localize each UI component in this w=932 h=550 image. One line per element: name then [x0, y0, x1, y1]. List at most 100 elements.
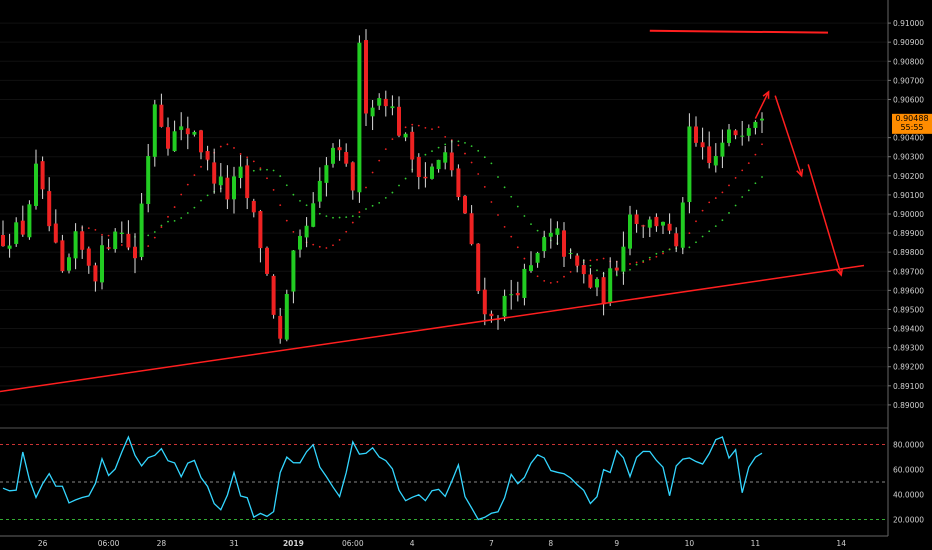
- price-tick-label: 0.89500: [893, 305, 924, 314]
- candle-body: [568, 253, 573, 255]
- slow-ma-point: [411, 123, 414, 126]
- candle-body: [641, 225, 646, 227]
- slow-ma-point: [186, 183, 189, 186]
- rsi-tick-label: 20.0000: [893, 516, 924, 525]
- slow-ma-point: [259, 167, 262, 170]
- support-trendline[interactable]: [0, 264, 865, 393]
- candle-body: [80, 231, 85, 250]
- slow-ma-point: [470, 161, 473, 164]
- candle-body: [245, 165, 250, 199]
- projection-arrow[interactable]: [754, 91, 770, 119]
- candlesticks: [1, 29, 764, 344]
- candle-body: [416, 156, 421, 178]
- slow-ma-point: [391, 138, 394, 141]
- slow-ma-point: [424, 126, 427, 129]
- slow-ma-point: [596, 258, 598, 261]
- current-price-box: [892, 113, 932, 134]
- fast-ma-point: [305, 204, 308, 207]
- fast-ma-point: [391, 191, 394, 194]
- price-tick-label: 0.89200: [893, 363, 924, 372]
- slow-ma-point: [648, 258, 651, 261]
- time-axis[interactable]: 26 06:00 28 31 2019 06:00 4 7 8 9 10 11 14: [38, 539, 846, 548]
- candle-body: [271, 275, 276, 315]
- candle-body: [192, 131, 197, 135]
- candle-body: [331, 147, 335, 164]
- slow-ma-point: [219, 145, 222, 148]
- slow-ma-point: [233, 147, 235, 149]
- slow-ma-point: [754, 153, 757, 156]
- slow-ma-point: [483, 186, 486, 188]
- fast-ma-point: [332, 216, 334, 219]
- fast-ma-point: [516, 205, 519, 208]
- slow-ma-point: [556, 281, 559, 283]
- fast-ma-point: [536, 229, 539, 232]
- slow-ma-point: [358, 211, 361, 214]
- price-tick-label: 0.90300: [893, 153, 924, 162]
- fast-ma-point: [345, 216, 348, 219]
- candle-body: [357, 42, 362, 193]
- time-tick-label: 10: [685, 539, 695, 548]
- candle-body: [463, 195, 467, 214]
- slow-ma-point: [246, 156, 249, 159]
- slow-ma-point: [510, 235, 513, 238]
- fast-ma-point: [147, 234, 150, 237]
- candle-body: [1, 234, 5, 247]
- fast-ma-point: [457, 140, 460, 143]
- projection-arrow[interactable]: [807, 164, 842, 276]
- slow-ma-point: [523, 257, 526, 260]
- slow-ma-point: [457, 144, 460, 147]
- slow-ma-point: [549, 281, 552, 284]
- candle-body: [344, 152, 349, 164]
- fast-ma-point: [490, 162, 493, 165]
- fast-ma-point: [444, 143, 447, 146]
- candle-body: [410, 131, 415, 160]
- slow-ma-point: [714, 197, 717, 199]
- fast-ma-point: [180, 217, 183, 219]
- candle-body: [667, 223, 672, 231]
- price-tick-label: 0.90900: [893, 38, 924, 47]
- slow-ma-point: [371, 171, 374, 174]
- slow-ma-point: [338, 239, 341, 241]
- slow-ma-point: [147, 245, 150, 247]
- slow-ma-point: [721, 191, 724, 194]
- rsi-axis[interactable]: 80.0000 60.0000 40.0000 20.0000: [893, 441, 924, 525]
- rsi-panel: [0, 435, 888, 521]
- candle-body: [146, 156, 151, 205]
- candle-body: [14, 222, 19, 244]
- candle-body: [548, 232, 553, 237]
- fast-ma-point: [589, 264, 592, 267]
- fast-ma-point: [365, 208, 367, 210]
- candle-body: [199, 130, 203, 153]
- candle-body: [588, 274, 593, 288]
- candle-body: [733, 130, 738, 136]
- candle-body: [456, 168, 461, 198]
- candle-body: [86, 248, 91, 266]
- candle-body: [535, 252, 540, 263]
- fast-ma-point: [431, 150, 433, 153]
- fast-ma-point: [193, 206, 196, 209]
- price-tick-label: 0.90200: [893, 172, 924, 181]
- fast-ma-point: [728, 212, 730, 214]
- fast-ma-point: [648, 256, 651, 259]
- time-tick-label: 11: [751, 539, 761, 548]
- fast-ma-point: [642, 260, 645, 262]
- slow-ma-point: [167, 215, 169, 218]
- candle-body: [73, 231, 78, 259]
- candle-body: [687, 126, 692, 203]
- price-tick-label: 0.90800: [893, 57, 924, 66]
- time-tick-label: 06:00: [342, 539, 364, 548]
- slow-ma-point: [464, 152, 466, 155]
- fast-ma-point: [371, 204, 374, 207]
- projection-arrow[interactable]: [774, 95, 803, 177]
- slow-ma-point: [543, 279, 546, 282]
- candle-body: [47, 191, 52, 227]
- slow-ma-point: [252, 160, 255, 163]
- fast-ma-point: [351, 215, 354, 218]
- fast-ma-point: [292, 193, 295, 196]
- price-axis[interactable]: 0.91000 0.90900 0.90800 0.90700 0.90600 0.904…: [888, 19, 924, 410]
- fast-ma-point: [266, 168, 268, 171]
- candle-body: [377, 98, 382, 106]
- candle-body: [581, 265, 586, 275]
- resistance-line[interactable]: [649, 29, 829, 34]
